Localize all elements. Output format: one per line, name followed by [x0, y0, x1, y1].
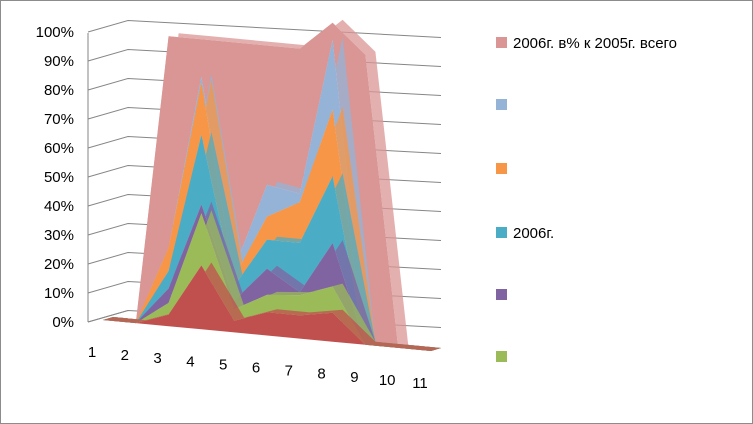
y-tick-label: 100%	[36, 24, 74, 41]
series-area-top	[103, 262, 441, 351]
legend-swatch	[496, 289, 507, 300]
legend-label: 2006г.	[513, 225, 554, 242]
series-area	[103, 262, 441, 351]
legend-swatch	[496, 99, 507, 110]
x-tick-label: 1	[88, 344, 96, 361]
series-area-front	[103, 82, 431, 352]
legend-entry	[496, 99, 507, 110]
x-tick-label: 2	[121, 347, 129, 364]
x-tick-label: 6	[252, 360, 260, 377]
legend: 2006г. в% к 2005г. всего 2006г.	[496, 35, 677, 362]
legend-label: 2006г. в% к 2005г. всего	[513, 35, 677, 52]
legend-swatch	[496, 351, 507, 362]
legend-entry	[496, 351, 507, 362]
gridline	[87, 19, 442, 38]
legend-swatch	[496, 227, 507, 238]
y-tick-label: 10%	[44, 285, 74, 302]
y-tick-label: 30%	[44, 227, 74, 244]
series-area-front	[103, 40, 431, 351]
x-tick-label: 11	[412, 375, 428, 392]
series-area-front	[103, 135, 431, 351]
x-axis: 1 2 3 4 5 6 7 8 9 10 11	[88, 344, 428, 392]
x-tick-label: 3	[153, 350, 161, 367]
y-tick-label: 60%	[44, 140, 74, 157]
x-tick-label: 10	[379, 372, 396, 389]
y-tick-label: 20%	[44, 256, 74, 273]
y-tick-label: 90%	[44, 53, 74, 70]
y-tick-label: 50%	[44, 169, 74, 186]
series-areas	[103, 19, 441, 352]
x-tick-label: 8	[317, 366, 325, 383]
series-area-front	[103, 265, 431, 351]
legend-swatch	[496, 37, 507, 48]
legend-entry: 2006г. в% к 2005г. всего	[496, 35, 677, 52]
series-area	[103, 79, 441, 352]
legend-entry	[496, 163, 507, 174]
y-axis: 0% 10% 20% 30% 40% 50% 60% 70% 80% 90% 100%	[36, 24, 74, 331]
legend-entry	[496, 289, 507, 300]
series-area-top	[103, 210, 441, 351]
x-tick-label: 7	[285, 363, 293, 380]
x-tick-label: 4	[186, 353, 194, 370]
legend-entry: 2006г.	[496, 225, 554, 242]
y-tick-label: 80%	[44, 82, 74, 99]
y-tick-label: 70%	[44, 111, 74, 128]
x-tick-label: 5	[219, 356, 227, 373]
y-tick-label: 40%	[44, 198, 74, 215]
series-area	[103, 37, 441, 351]
x-tick-label: 9	[350, 369, 358, 386]
y-tick-label: 0%	[52, 314, 74, 331]
legend-swatch	[496, 163, 507, 174]
floor-edge	[87, 310, 129, 323]
